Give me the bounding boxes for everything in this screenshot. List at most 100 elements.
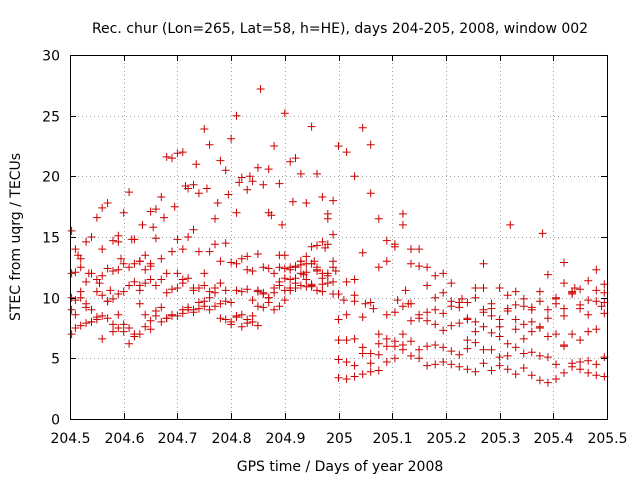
data-point <box>130 277 139 286</box>
data-point <box>568 330 577 339</box>
data-point <box>543 314 552 323</box>
data-point <box>592 297 601 306</box>
data-point <box>243 319 252 328</box>
data-point <box>92 287 101 296</box>
x-tick-label: 204.9 <box>265 431 305 447</box>
data-point <box>423 263 432 272</box>
data-point <box>527 371 536 380</box>
data-point <box>157 254 166 263</box>
data-point <box>259 303 268 312</box>
data-point <box>398 209 407 218</box>
data-point <box>552 330 560 339</box>
data-point <box>552 360 560 369</box>
data-point <box>331 267 340 275</box>
data-point <box>125 339 134 348</box>
data-point <box>584 327 593 336</box>
data-point <box>543 378 552 387</box>
data-point <box>439 309 448 318</box>
data-point <box>519 320 528 329</box>
y-tick-label: 10 <box>42 292 60 308</box>
data-point <box>280 264 289 273</box>
data-point <box>264 165 273 174</box>
data-point <box>146 316 155 325</box>
data-point <box>600 288 609 297</box>
data-point <box>471 284 480 292</box>
data-point <box>103 264 112 273</box>
data-point <box>173 149 182 158</box>
data-point <box>463 365 472 374</box>
data-point <box>184 233 193 241</box>
data-point <box>511 325 520 334</box>
data-point <box>560 258 568 267</box>
data-point <box>286 275 295 284</box>
data-point <box>313 241 321 250</box>
data-point <box>423 361 432 370</box>
data-point <box>103 297 112 306</box>
data-point <box>576 365 585 374</box>
data-point <box>103 199 112 207</box>
data-point <box>382 310 391 319</box>
data-point <box>350 172 359 181</box>
data-point <box>227 258 236 267</box>
data-point <box>560 279 568 288</box>
data-point <box>151 281 160 290</box>
data-point <box>447 347 456 356</box>
data-point <box>431 360 440 369</box>
data-point <box>184 274 193 283</box>
data-point <box>471 293 480 302</box>
data-point <box>552 299 560 308</box>
x-tick-label: 204.6 <box>104 431 144 447</box>
data-point <box>95 279 104 288</box>
data-point <box>216 314 225 323</box>
data-point <box>342 148 351 157</box>
data-point <box>323 271 332 280</box>
y-axis-label: STEC from uqrg / TECUs <box>8 153 24 321</box>
data-point <box>374 366 383 375</box>
data-point <box>568 290 577 298</box>
data-point <box>248 267 257 275</box>
data-point <box>264 293 273 302</box>
data-point <box>71 324 80 332</box>
data-point <box>232 111 241 120</box>
data-point <box>253 321 262 330</box>
data-point <box>592 360 601 369</box>
grid-lines <box>70 55 607 419</box>
data-point <box>157 193 166 201</box>
data-point <box>495 353 504 362</box>
data-point <box>334 142 343 150</box>
data-point <box>253 250 262 258</box>
data-point <box>84 269 93 278</box>
data-point <box>67 330 76 339</box>
data-point <box>178 305 187 314</box>
data-point <box>114 265 123 274</box>
data-point <box>173 269 182 278</box>
data-point <box>439 343 448 352</box>
data-point <box>543 305 552 314</box>
data-point <box>310 257 319 266</box>
data-point <box>280 109 289 118</box>
data-point <box>511 300 520 309</box>
data-point <box>495 322 504 331</box>
data-point <box>221 315 230 324</box>
data-point <box>543 270 552 279</box>
y-tick-label: 30 <box>42 49 60 65</box>
data-point <box>130 259 139 268</box>
data-point <box>253 286 262 295</box>
data-point <box>318 193 327 201</box>
data-point <box>576 285 585 294</box>
data-point <box>256 85 265 93</box>
data-point <box>447 302 456 311</box>
y-tick-label: 5 <box>51 352 60 368</box>
data-point <box>87 305 96 314</box>
data-point <box>259 180 268 189</box>
data-point <box>243 185 252 194</box>
data-point <box>302 268 311 277</box>
data-point <box>592 286 601 295</box>
data-point <box>487 328 496 337</box>
x-tick-label: 205.4 <box>533 431 573 447</box>
data-point <box>302 275 311 284</box>
data-point <box>519 364 528 372</box>
data-point <box>216 156 225 165</box>
data-point <box>600 280 609 289</box>
data-point <box>264 264 273 273</box>
